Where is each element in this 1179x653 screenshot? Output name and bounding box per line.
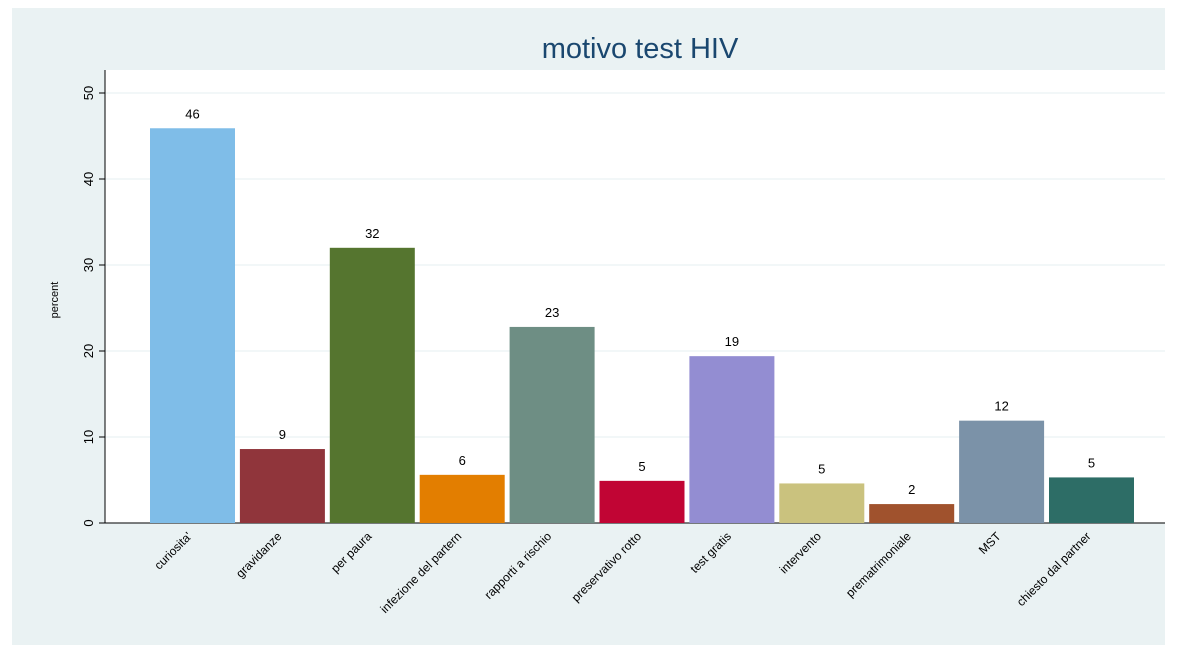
bar xyxy=(779,483,865,523)
data-label: 2 xyxy=(908,482,915,497)
bar xyxy=(1049,477,1134,523)
y-tick-label: 10 xyxy=(81,430,96,444)
data-label: 19 xyxy=(725,334,739,349)
chart-title: motivo test HIV xyxy=(542,33,739,65)
bar xyxy=(150,128,235,523)
y-axis-label: percent xyxy=(49,282,61,319)
y-tick-label: 50 xyxy=(81,86,96,100)
bar xyxy=(419,474,505,523)
data-label: 6 xyxy=(459,453,466,468)
y-tick-label: 0 xyxy=(81,519,96,526)
data-label: 5 xyxy=(638,459,645,474)
data-label: 46 xyxy=(185,106,199,121)
bar xyxy=(239,449,325,523)
bar xyxy=(509,326,595,523)
data-label: 5 xyxy=(818,461,825,476)
bar xyxy=(869,504,955,523)
bar xyxy=(599,480,685,523)
bar xyxy=(329,247,415,524)
bar xyxy=(959,420,1045,523)
data-label: 23 xyxy=(545,305,559,320)
data-label: 5 xyxy=(1088,455,1095,470)
y-tick-label: 20 xyxy=(81,344,96,358)
bar xyxy=(689,356,775,523)
y-tick-label: 30 xyxy=(81,258,96,272)
data-label: 12 xyxy=(994,399,1008,414)
y-tick-label: 40 xyxy=(81,172,96,186)
data-label: 9 xyxy=(279,427,286,442)
data-label: 32 xyxy=(365,226,379,241)
